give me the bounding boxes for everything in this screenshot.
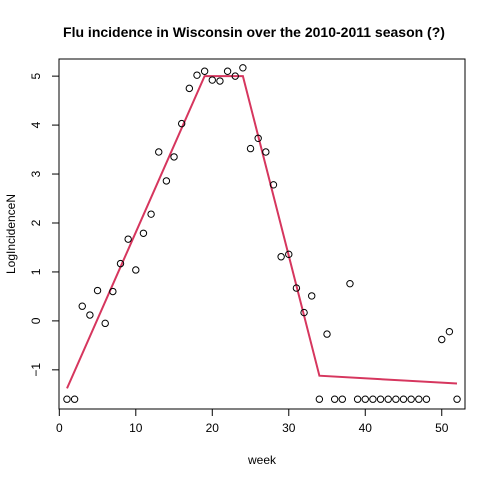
data-point xyxy=(239,64,247,72)
data-point xyxy=(70,395,79,403)
data-point xyxy=(63,395,71,403)
data-point xyxy=(308,292,316,300)
data-point xyxy=(185,84,194,93)
y-tick-label: 5 xyxy=(29,72,43,79)
y-tick-label: 0 xyxy=(29,317,43,324)
data-point xyxy=(116,259,125,268)
data-point xyxy=(132,266,140,274)
x-tick-label: 10 xyxy=(129,421,143,435)
data-point xyxy=(147,210,155,218)
data-point xyxy=(392,395,400,403)
x-tick-label: 30 xyxy=(282,421,296,435)
plot-frame xyxy=(58,58,466,410)
data-point xyxy=(445,327,454,336)
data-point xyxy=(177,119,186,128)
data-point xyxy=(415,395,423,403)
x-tick-label: 50 xyxy=(435,421,449,435)
data-point xyxy=(292,284,301,292)
data-point xyxy=(323,330,331,338)
data-point xyxy=(193,71,201,79)
data-point xyxy=(246,144,255,153)
data-point xyxy=(200,67,209,75)
y-tick-label: 1 xyxy=(29,268,43,275)
data-point xyxy=(285,250,293,259)
y-tick-label: −1 xyxy=(29,363,43,377)
data-point xyxy=(453,395,461,403)
data-point xyxy=(346,279,354,288)
data-point xyxy=(376,395,385,403)
data-point xyxy=(86,311,94,319)
data-point xyxy=(101,319,109,328)
data-point xyxy=(330,395,339,403)
y-tick-label: 4 xyxy=(29,121,43,128)
data-point xyxy=(155,148,163,156)
data-point xyxy=(407,395,415,403)
data-point xyxy=(109,287,117,296)
data-point xyxy=(162,177,171,185)
data-point xyxy=(170,153,178,161)
x-tick-label: 0 xyxy=(56,421,63,435)
data-point xyxy=(216,77,224,85)
data-point xyxy=(262,148,270,156)
data-point xyxy=(384,395,392,403)
data-point xyxy=(399,395,408,403)
y-tick-label: 2 xyxy=(29,219,43,226)
data-point xyxy=(254,134,262,143)
data-point xyxy=(422,395,431,403)
data-point xyxy=(269,181,278,189)
data-point xyxy=(277,253,285,261)
data-point xyxy=(369,395,377,403)
data-point xyxy=(139,229,148,237)
x-tick-label: 40 xyxy=(359,421,373,435)
y-axis: −1 0 1 2 3 4 5 xyxy=(29,72,60,377)
data-point xyxy=(300,308,308,317)
chart-title: Flu incidence in Wisconsin over the 2010… xyxy=(63,24,445,40)
data-point xyxy=(353,395,362,403)
y-tick-label: 3 xyxy=(29,170,43,177)
data-point xyxy=(361,395,369,403)
x-tick-label: 20 xyxy=(206,421,220,435)
fit-line xyxy=(66,75,458,389)
data-point xyxy=(93,286,102,295)
data-point xyxy=(231,72,239,80)
data-point xyxy=(208,76,216,84)
data-point xyxy=(223,67,232,75)
data-point xyxy=(78,302,86,310)
y-axis-label: LogIncidenceN xyxy=(4,194,18,274)
data-point xyxy=(438,335,446,344)
data-point xyxy=(124,235,132,243)
data-point xyxy=(315,395,324,403)
data-point xyxy=(338,395,347,403)
data-points xyxy=(63,64,461,403)
x-axis-label: week xyxy=(247,453,277,467)
x-axis: 0 10 20 30 40 50 xyxy=(56,408,449,435)
